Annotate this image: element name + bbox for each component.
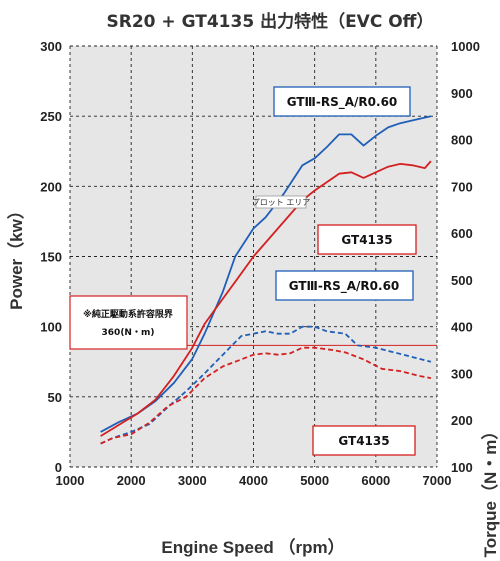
series-line-power-gt4135 bbox=[100, 160, 432, 437]
x-axis-label: Engine Speed （rpm） bbox=[161, 537, 344, 557]
callout-box bbox=[273, 86, 411, 117]
y2-tick-label: 400 bbox=[451, 320, 473, 335]
tooltip-box bbox=[255, 195, 307, 209]
ticks-group: 1000 2000 3000 4000 5000 6000 7000 0 50 100 150 200… bbox=[40, 39, 480, 488]
reference-value-label: 360(N・m) bbox=[102, 328, 155, 338]
y-tick-label: 100 bbox=[40, 320, 62, 335]
callout-text: GT4135 bbox=[338, 434, 389, 448]
y2-tick-label: 200 bbox=[451, 413, 473, 428]
y2-tick-label: 100 bbox=[451, 460, 473, 475]
tooltip-text: プロット エリア bbox=[252, 198, 311, 207]
x-tick-label: 7000 bbox=[423, 473, 452, 488]
y-tick-label: 50 bbox=[48, 390, 62, 405]
callout-torque-gt3rs: GTⅢ-RS_A/R0.60 bbox=[275, 270, 414, 301]
y2-tick-label: 300 bbox=[451, 366, 473, 381]
series-line-torque-gt4135 bbox=[100, 346, 432, 445]
y2-tick-label: 1000 bbox=[451, 39, 480, 54]
callout-text: GT4135 bbox=[341, 233, 392, 247]
y-tick-label: 0 bbox=[55, 460, 62, 475]
grid bbox=[69, 45, 438, 468]
chart-title: SR20 + GT4135 出力特性（EVC Off） bbox=[107, 11, 434, 32]
callout-power-gt3rs: GTⅢ-RS_A/R0.60 bbox=[273, 86, 411, 117]
x-tick-label: 1000 bbox=[56, 473, 85, 488]
y-tick-label: 300 bbox=[40, 39, 62, 54]
reference-callout-box bbox=[69, 295, 188, 350]
callout-text: GTⅢ-RS_A/R0.60 bbox=[287, 95, 398, 110]
y2-tick-label: 800 bbox=[451, 133, 473, 148]
x-tick-label: 5000 bbox=[300, 473, 329, 488]
callout-box bbox=[312, 425, 416, 456]
y-tick-label: 250 bbox=[40, 109, 62, 124]
callout-power-gt4135: GT4135 bbox=[317, 224, 417, 255]
y2-axis-label: Torque（N・m） bbox=[480, 423, 500, 558]
series-group bbox=[100, 115, 432, 445]
y-tick-label: 150 bbox=[40, 250, 62, 265]
callout-box bbox=[317, 224, 417, 255]
callout-box bbox=[275, 270, 414, 301]
x-tick-label: 4000 bbox=[239, 473, 268, 488]
reference-callout: ※純正駆動系許容限界 360(N・m) bbox=[69, 295, 188, 350]
y-tick-label: 200 bbox=[40, 179, 62, 194]
x-tick-label: 3000 bbox=[178, 473, 207, 488]
x-tick-label: 2000 bbox=[117, 473, 146, 488]
reference-label: ※純正駆動系許容限界 bbox=[83, 308, 173, 320]
y-axis-label: Power（kw） bbox=[6, 202, 26, 310]
x-tick-label: 6000 bbox=[361, 473, 390, 488]
y2-tick-label: 900 bbox=[451, 86, 473, 101]
y2-tick-label: 600 bbox=[451, 226, 473, 241]
callout-torque-gt4135: GT4135 bbox=[312, 425, 416, 456]
callout-text: GTⅢ-RS_A/R0.60 bbox=[289, 279, 400, 294]
y2-tick-label: 700 bbox=[451, 179, 473, 194]
series-line-power-gt3rs bbox=[100, 115, 432, 433]
plot-area-tooltip: プロット エリア bbox=[252, 195, 311, 209]
y2-tick-label: 500 bbox=[451, 273, 473, 288]
